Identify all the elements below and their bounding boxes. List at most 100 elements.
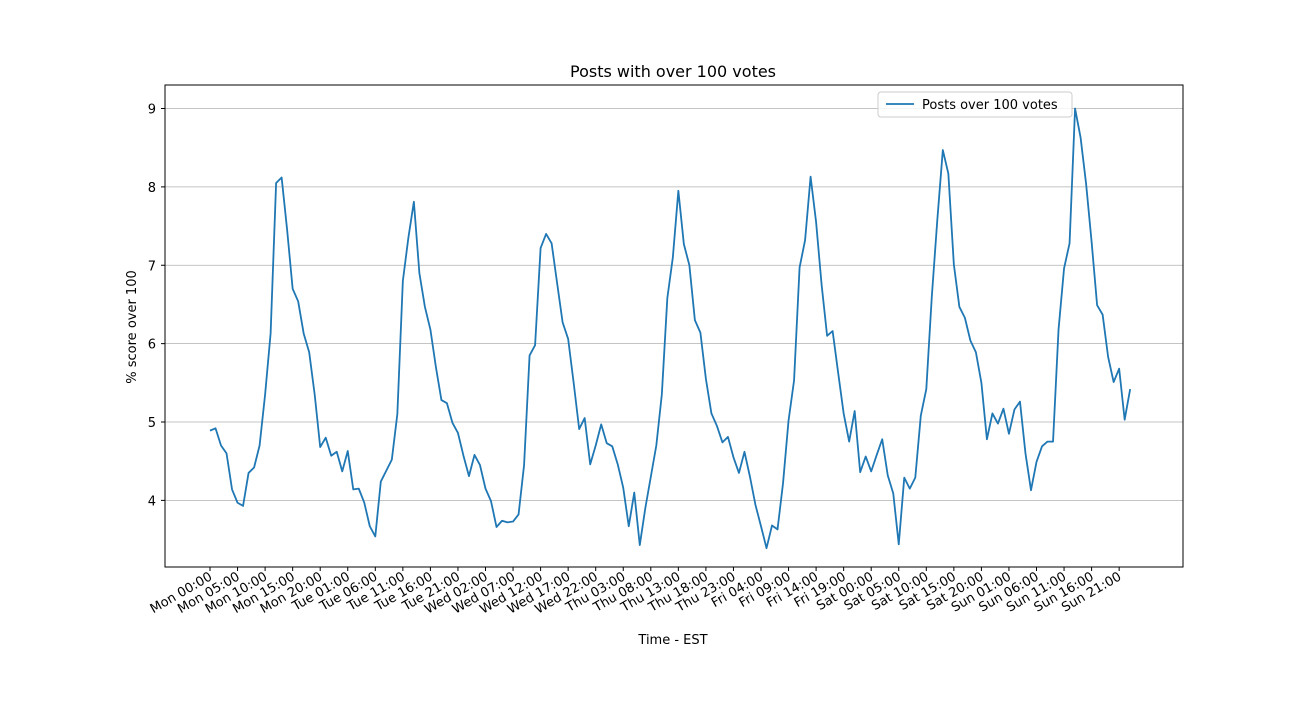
data-point xyxy=(429,329,431,331)
data-point xyxy=(281,176,283,178)
data-point xyxy=(220,445,222,447)
data-point xyxy=(358,488,360,490)
data-point xyxy=(727,436,729,438)
data-point xyxy=(881,438,883,440)
data-point xyxy=(226,452,228,454)
data-point xyxy=(1036,461,1038,463)
data-point xyxy=(699,332,701,334)
data-point xyxy=(308,351,310,353)
y-axis-ticks: 4 5 6 7 8 9 xyxy=(148,103,165,509)
data-point xyxy=(688,264,690,266)
data-point xyxy=(617,463,619,465)
data-point xyxy=(336,451,338,453)
data-point xyxy=(1069,242,1071,244)
data-point xyxy=(1063,267,1065,269)
data-point xyxy=(677,190,679,192)
data-point xyxy=(330,455,332,457)
data-point xyxy=(512,521,514,523)
data-point xyxy=(496,526,498,528)
data-point xyxy=(468,475,470,477)
data-point xyxy=(1052,441,1054,443)
data-point xyxy=(964,317,966,319)
data-point xyxy=(1085,183,1087,185)
data-point xyxy=(424,306,426,308)
data-point xyxy=(396,413,398,415)
data-point xyxy=(655,445,657,447)
data-point xyxy=(231,488,233,490)
data-point xyxy=(953,263,955,265)
data-point xyxy=(815,221,817,223)
data-point xyxy=(446,402,448,404)
data-point xyxy=(1074,108,1076,110)
y-tick-label: 5 xyxy=(148,416,156,431)
data-point xyxy=(303,332,305,334)
data-point xyxy=(876,454,878,456)
data-point xyxy=(721,441,723,443)
data-point xyxy=(892,492,894,494)
data-point xyxy=(584,417,586,419)
data-point xyxy=(832,330,834,332)
data-point xyxy=(369,525,371,527)
data-point xyxy=(991,412,993,414)
data-point xyxy=(848,441,850,443)
data-point xyxy=(738,472,740,474)
data-point xyxy=(859,471,861,473)
data-point xyxy=(286,229,288,231)
data-point xyxy=(980,382,982,384)
data-point xyxy=(264,394,266,396)
data-point xyxy=(788,419,790,421)
data-point xyxy=(380,481,382,483)
data-point xyxy=(341,470,343,472)
data-point xyxy=(507,521,509,523)
data-point xyxy=(600,423,602,425)
data-point xyxy=(821,284,823,286)
data-point xyxy=(666,297,668,299)
data-point xyxy=(451,422,453,424)
data-point xyxy=(909,488,911,490)
data-point xyxy=(259,445,261,447)
data-point xyxy=(209,430,211,432)
data-point xyxy=(253,466,255,468)
data-point xyxy=(545,233,547,235)
data-point xyxy=(523,464,525,466)
data-point xyxy=(936,219,938,221)
data-point xyxy=(479,464,481,466)
data-point xyxy=(529,354,531,356)
y-gridlines xyxy=(165,108,1183,501)
data-point xyxy=(644,507,646,509)
data-point xyxy=(672,256,674,258)
data-point xyxy=(975,351,977,353)
data-point xyxy=(1058,329,1060,331)
y-axis-title: % score over 100 xyxy=(125,270,140,383)
data-point xyxy=(1129,388,1131,390)
data-point xyxy=(473,454,475,456)
data-point xyxy=(325,437,327,439)
data-point xyxy=(385,470,387,472)
data-point xyxy=(518,513,520,515)
data-point xyxy=(1096,304,1098,306)
series-data-points xyxy=(209,108,1131,550)
data-point xyxy=(898,543,900,545)
data-point xyxy=(1008,433,1010,435)
data-point xyxy=(578,428,580,430)
data-point xyxy=(1102,314,1104,316)
data-point xyxy=(1091,241,1093,243)
data-point xyxy=(611,445,613,447)
data-point xyxy=(562,321,564,323)
data-point xyxy=(683,243,685,245)
data-point xyxy=(1118,368,1120,370)
data-point xyxy=(782,482,784,484)
x-axis-title: Time - EST xyxy=(637,633,707,648)
y-tick-label: 6 xyxy=(148,338,156,353)
data-point xyxy=(534,344,536,346)
data-point xyxy=(1030,489,1032,491)
data-point xyxy=(391,459,393,461)
data-point xyxy=(843,412,845,414)
data-point xyxy=(925,388,927,390)
data-point xyxy=(352,488,354,490)
data-point xyxy=(1080,137,1082,139)
data-point xyxy=(363,502,365,504)
data-point xyxy=(418,272,420,274)
